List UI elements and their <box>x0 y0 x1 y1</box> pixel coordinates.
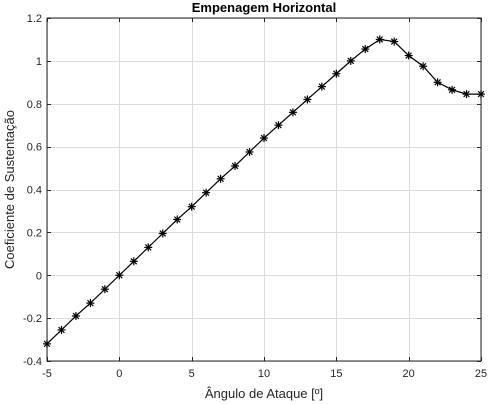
x-tick-label: 25 <box>475 368 487 380</box>
y-tick-label: 0.8 <box>27 99 42 111</box>
data-point <box>173 215 182 224</box>
y-tick-label: 0.4 <box>27 185 42 197</box>
data-point <box>390 37 399 46</box>
chart-title: Empenagem Horizontal <box>192 0 336 15</box>
data-point <box>71 311 80 320</box>
data-point <box>404 51 413 60</box>
data-point <box>303 95 312 104</box>
data-point <box>231 161 240 170</box>
data-point <box>129 257 138 266</box>
data-point <box>86 299 95 308</box>
data-point <box>448 85 457 94</box>
ticks: -5 0 5 10 15 20 25 -0.4 -0.2 0 0.2 0.4 0.6 0.8 1 1.2 <box>23 13 487 380</box>
data-point <box>361 45 370 54</box>
data-point <box>260 134 268 143</box>
y-tick-label: -0.4 <box>23 356 42 368</box>
data-point <box>274 121 283 130</box>
data-point <box>332 69 341 78</box>
data-point <box>115 271 124 280</box>
data-point <box>433 78 442 87</box>
data-point <box>375 35 384 44</box>
x-tick-label: 15 <box>330 368 342 380</box>
data-point <box>202 188 211 197</box>
data-point <box>245 147 254 156</box>
y-tick-label: 0.2 <box>27 227 42 239</box>
data-point <box>100 285 109 294</box>
data-point <box>216 174 225 183</box>
data-point <box>187 202 196 211</box>
y-tick-label: 1 <box>36 56 42 68</box>
x-tick-label: -5 <box>42 368 52 380</box>
data-point <box>144 243 153 252</box>
y-tick-label: 0 <box>36 270 42 282</box>
y-axis-label: Coeficiente de Sustentação <box>2 110 17 269</box>
x-tick-label: 5 <box>189 368 195 380</box>
series-layer <box>43 35 485 348</box>
x-axis-label: Ângulo de Ataque [º] <box>205 386 323 401</box>
data-point <box>288 108 297 117</box>
data-point <box>419 62 428 71</box>
data-point <box>43 339 51 348</box>
y-tick-label: -0.2 <box>23 313 42 325</box>
data-point <box>57 325 66 334</box>
data-point <box>477 90 485 99</box>
y-tick-label: 1.2 <box>27 13 42 25</box>
x-tick-label: 20 <box>403 368 415 380</box>
data-point <box>346 56 355 65</box>
data-point <box>158 229 167 238</box>
x-tick-label: 0 <box>116 368 122 380</box>
x-tick-label: 10 <box>258 368 270 380</box>
data-point <box>462 90 471 99</box>
data-point <box>317 82 326 91</box>
y-tick-label: 0.6 <box>27 142 42 154</box>
